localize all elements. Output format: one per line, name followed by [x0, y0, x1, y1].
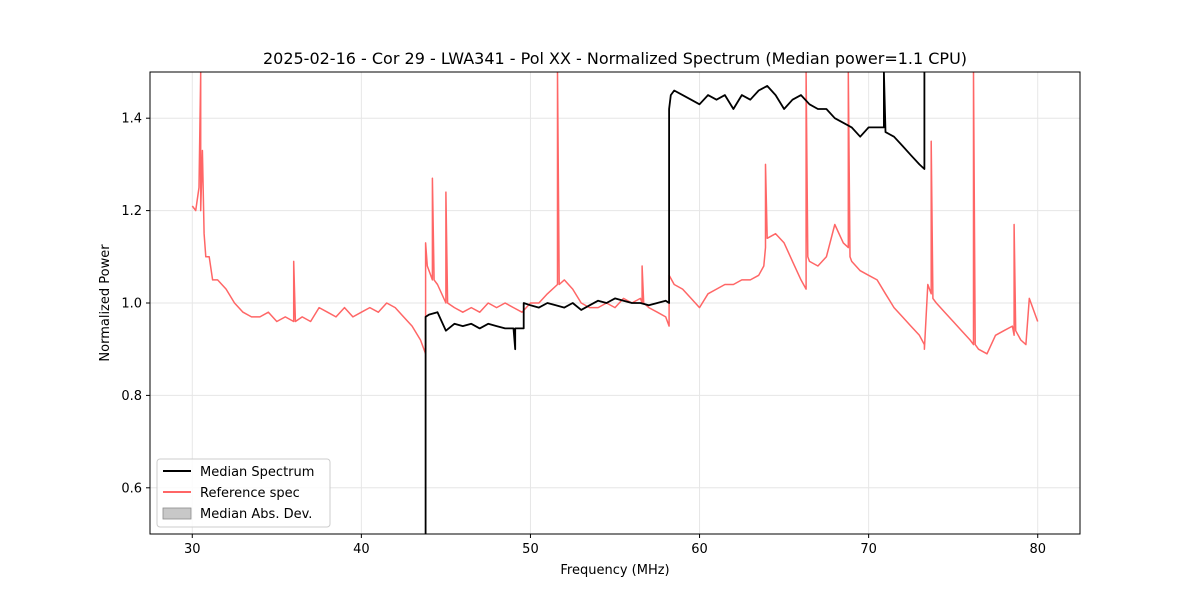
- legend: Median Spectrum Reference spec Median Ab…: [156, 458, 331, 528]
- legend-box: [156, 458, 331, 528]
- y-tick-label: 1.0: [121, 297, 142, 312]
- x-tick-label: 80: [1029, 542, 1046, 557]
- chart-title: 2025-02-16 - Cor 29 - LWA341 - Pol XX - …: [263, 49, 967, 68]
- legend-label-mad: Median Abs. Dev.: [200, 507, 312, 522]
- y-axis-label: Normalized Power: [98, 244, 113, 362]
- x-tick-label: 30: [184, 542, 201, 557]
- x-axis-label: Frequency (MHz): [560, 563, 669, 578]
- x-tick-label: 60: [691, 542, 708, 557]
- plot-frame: [149, 71, 1081, 535]
- x-tick-label: 40: [353, 542, 370, 557]
- x-tick-label: 70: [860, 542, 877, 557]
- y-tick-label: 1.4: [121, 112, 142, 127]
- series-layer: [191, 72, 1039, 534]
- y-tick-label: 1.2: [121, 204, 142, 219]
- legend-label-median: Median Spectrum: [200, 465, 314, 480]
- x-tick-label: 50: [522, 542, 539, 557]
- legend-swatch-mad: [162, 507, 192, 520]
- series-line-reference-spec: [191, 72, 1039, 355]
- y-tick-label: 0.6: [121, 481, 142, 496]
- y-tick-label: 0.8: [121, 389, 142, 404]
- series-line-median-spectrum: [424, 72, 926, 534]
- legend-label-reference: Reference spec: [200, 486, 300, 501]
- axis-ticks: 30 40 50 60 70 80 0.6 0.8 1.0 1.2 1.4: [121, 112, 1046, 557]
